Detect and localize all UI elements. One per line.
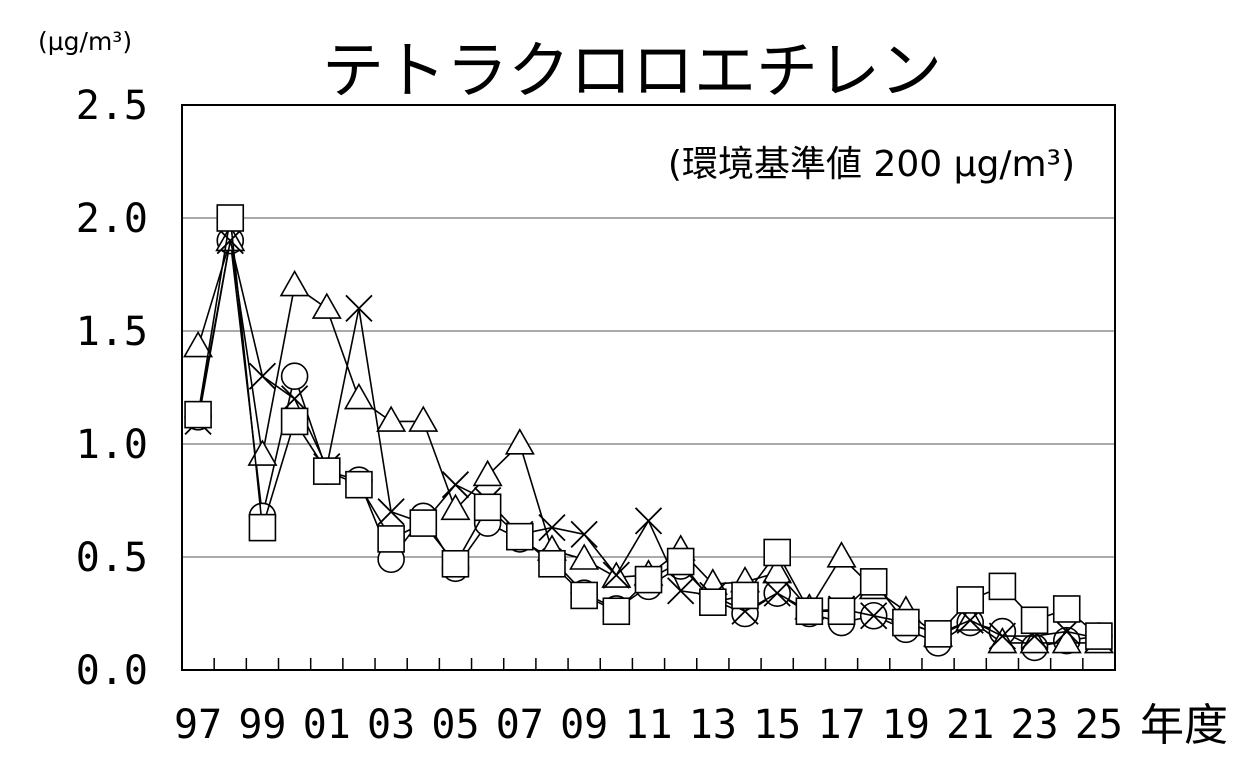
data-point-triangle bbox=[440, 493, 471, 521]
x-tick-label: 13 bbox=[689, 702, 737, 748]
data-point-square bbox=[377, 525, 405, 553]
data-point-square bbox=[1085, 622, 1113, 650]
data-point-triangle bbox=[472, 459, 503, 487]
x-tick-label: 97 bbox=[174, 702, 222, 748]
data-point-triangle bbox=[504, 428, 535, 455]
data-point-cross bbox=[570, 520, 598, 549]
y-tick-label: 1.5 bbox=[76, 309, 148, 355]
data-point-triangle bbox=[215, 224, 246, 252]
data-point-square bbox=[441, 549, 470, 578]
y-tick-label: 2.0 bbox=[76, 196, 148, 242]
data-point-square bbox=[312, 457, 341, 485]
x-tick-label: 23 bbox=[1010, 702, 1058, 748]
data-point-square bbox=[795, 597, 824, 626]
data-point-square bbox=[731, 581, 759, 610]
data-point-square bbox=[538, 549, 566, 578]
data-point-cross bbox=[1053, 617, 1081, 646]
data-point-square bbox=[570, 581, 598, 610]
data-point-square bbox=[924, 620, 952, 648]
data-point-square bbox=[602, 597, 631, 626]
x-tick-label: 99 bbox=[238, 702, 286, 748]
data-point-cross bbox=[602, 561, 630, 589]
data-point-cross bbox=[634, 507, 663, 535]
data-point-cross bbox=[860, 602, 888, 630]
data-point-triangle bbox=[762, 556, 793, 584]
data-point-square bbox=[666, 547, 695, 576]
y-tick-label: 1.0 bbox=[76, 422, 148, 468]
y-tick-label: 0.5 bbox=[76, 535, 148, 581]
data-point-square bbox=[988, 572, 1017, 601]
data-point-square bbox=[506, 522, 534, 551]
data-point-square bbox=[1020, 606, 1049, 635]
data-point-cross bbox=[441, 471, 470, 499]
standard-note: (環境基準値 200 µg/m³) bbox=[668, 144, 1075, 185]
data-point-triangle bbox=[376, 405, 407, 432]
data-point-square bbox=[699, 588, 727, 617]
y-tick-label: 0.0 bbox=[76, 648, 148, 694]
x-tick-label: 25 bbox=[1075, 702, 1123, 748]
data-point-triangle bbox=[1019, 626, 1050, 654]
data-point-square bbox=[859, 568, 888, 596]
data-point-cross bbox=[248, 362, 277, 390]
data-point-circle bbox=[280, 362, 309, 391]
data-point-square bbox=[248, 513, 277, 542]
data-point-square bbox=[763, 538, 791, 567]
x-tick-label: 21 bbox=[946, 702, 994, 748]
x-axis-label: 年度 bbox=[1140, 700, 1228, 751]
data-point-cross bbox=[280, 385, 309, 413]
data-point-cross bbox=[763, 579, 791, 607]
data-point-triangle bbox=[826, 541, 857, 568]
data-point-cross bbox=[345, 294, 373, 323]
x-tick-label: 09 bbox=[560, 702, 608, 748]
x-tick-label: 15 bbox=[753, 702, 801, 748]
data-point-square bbox=[280, 407, 309, 436]
data-point-triangle bbox=[408, 405, 439, 432]
data-point-cross bbox=[538, 513, 566, 542]
data-point-cross bbox=[667, 577, 695, 605]
data-point-triangle bbox=[247, 439, 278, 466]
chart-title: テトラクロロエチレン bbox=[322, 34, 942, 107]
data-point-square bbox=[216, 204, 245, 232]
y-tick-label: 2.5 bbox=[76, 83, 148, 129]
data-point-square bbox=[1052, 595, 1081, 623]
x-tick-label: 07 bbox=[496, 702, 544, 748]
series-layer bbox=[183, 204, 1114, 662]
x-tick-label: 03 bbox=[367, 702, 415, 748]
data-point-cross bbox=[377, 498, 405, 526]
x-tick-label: 05 bbox=[431, 702, 479, 748]
data-point-square bbox=[409, 509, 438, 537]
data-point-square bbox=[956, 586, 985, 614]
gridlines bbox=[182, 217, 1115, 558]
data-point-triangle bbox=[279, 269, 310, 297]
x-tick-label: 19 bbox=[882, 702, 930, 748]
y-axis-ticks: 0.0 0.5 1.0 1.5 2.0 2.5 bbox=[76, 83, 148, 694]
data-point-square bbox=[184, 400, 212, 429]
data-point-square bbox=[827, 597, 856, 626]
data-point-triangle bbox=[343, 382, 374, 410]
plot-area bbox=[181, 104, 1116, 671]
data-point-square bbox=[345, 470, 373, 499]
data-point-triangle bbox=[183, 330, 214, 358]
series-square bbox=[184, 204, 1113, 650]
data-point-triangle bbox=[987, 626, 1018, 654]
data-point-square bbox=[634, 565, 663, 594]
data-point-square bbox=[892, 608, 920, 637]
unit-label: (µg/m³) bbox=[38, 27, 132, 56]
x-tick-label: 01 bbox=[303, 702, 351, 748]
data-point-square bbox=[473, 493, 502, 522]
data-point-triangle bbox=[311, 292, 342, 319]
data-point-cross bbox=[988, 622, 1017, 650]
data-point-cross bbox=[216, 226, 244, 255]
x-tick-label: 11 bbox=[624, 702, 672, 748]
data-point-triangle bbox=[1051, 626, 1082, 654]
x-axis: 97 99 01 03 05 07 09 11 13 15 17 19 21 23 25 bbox=[174, 658, 1123, 748]
x-tick-label: 17 bbox=[817, 702, 865, 748]
data-point-triangle bbox=[569, 543, 600, 570]
